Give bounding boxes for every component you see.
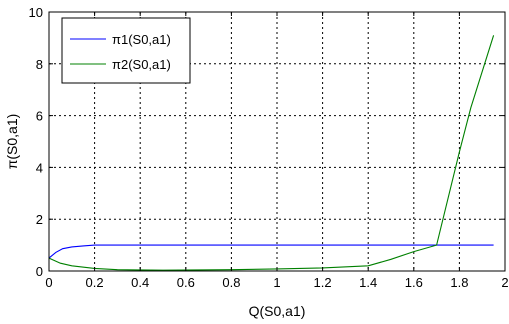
- y-axis-label: π(S0,a1): [4, 114, 20, 170]
- x-tick-label: 0.4: [131, 275, 149, 290]
- x-tick-label: 1.2: [314, 275, 332, 290]
- y-tick-label: 4: [36, 160, 43, 175]
- y-tick-label: 0: [36, 264, 43, 279]
- x-tick-label: 1: [273, 275, 280, 290]
- x-tick-label: 1.6: [405, 275, 423, 290]
- x-tick-label: 1.4: [359, 275, 377, 290]
- y-tick-label: 6: [36, 109, 43, 124]
- series-line-2: [48, 35, 495, 271]
- legend-box: [61, 17, 191, 84]
- legend: π1(S0,a1) π2(S0,a1): [61, 17, 191, 84]
- legend-label-2: π2(S0,a1): [112, 57, 171, 72]
- y-tick-label: 2: [36, 212, 43, 227]
- axis-ticks: 0 0.2 0.4 0.6 0.8 1 1.2 1.4 1.6 1.8 2 0 2 4 6 8 10: [29, 5, 509, 290]
- x-axis-label: Q(S0,a1): [249, 303, 306, 319]
- x-tick-label: 1.8: [450, 275, 468, 290]
- x-tick-label: 0: [45, 275, 52, 290]
- x-tick-label: 2: [501, 275, 508, 290]
- y-tick-label: 10: [29, 5, 43, 20]
- series-line-1: [48, 244, 494, 259]
- x-tick-label: 0.8: [222, 275, 240, 290]
- series-lines: [48, 35, 495, 271]
- y-tick-label: 8: [36, 57, 43, 72]
- legend-label-1: π1(S0,a1): [112, 32, 171, 47]
- x-tick-label: 0.6: [177, 275, 195, 290]
- x-tick-label: 0.2: [86, 275, 104, 290]
